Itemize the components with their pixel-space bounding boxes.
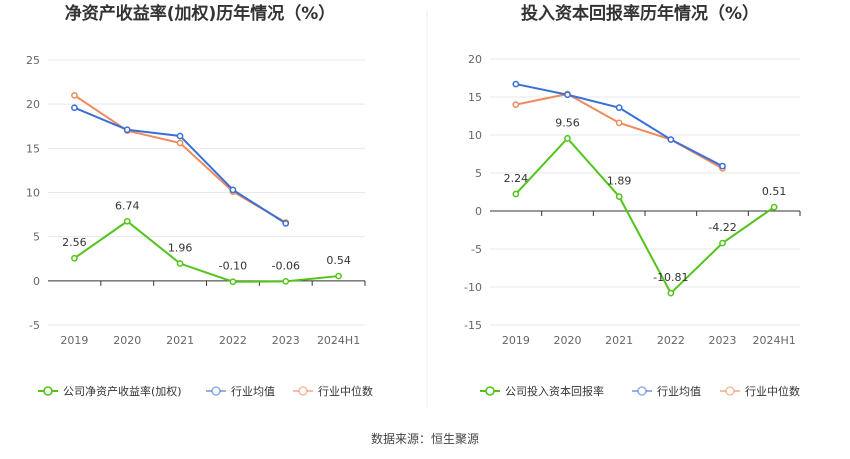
x-tick-label: 2022 (219, 334, 247, 347)
series-line-company (73, 220, 339, 283)
data-point-industry-avg (229, 186, 237, 194)
y-tick-label: 0 (475, 205, 482, 218)
legend-label: 行业均值 (231, 385, 275, 398)
data-label: 0.51 (762, 185, 787, 198)
legend-marker-icon (637, 386, 647, 396)
x-tick-label: 2019 (60, 334, 88, 347)
y-tick-label: 0 (33, 275, 40, 288)
legend-label: 行业中位数 (318, 384, 373, 398)
series-line-company (515, 136, 775, 295)
y-tick-label: -15 (464, 319, 482, 332)
data-label: 2.24 (504, 172, 529, 185)
chart-title: 净资产收益率(加权)历年情况（%） (65, 3, 336, 24)
data-label: -10.81 (653, 271, 688, 284)
legend-item-industry-avg[interactable]: 行业均值 (632, 385, 701, 398)
legend-marker-icon (43, 386, 53, 396)
legend-label: 行业中位数 (745, 384, 800, 398)
data-label: 0.54 (326, 254, 351, 267)
data-point-company (335, 272, 342, 280)
data-label: -4.22 (708, 221, 736, 234)
x-tick-label: 2019 (502, 334, 530, 347)
data-point-company (512, 190, 520, 198)
legend-marker-icon (298, 386, 308, 396)
x-tick-label: 2023 (272, 334, 300, 347)
data-label: -0.06 (272, 259, 300, 272)
data-label: 6.74 (115, 199, 140, 212)
x-tick-label: 2021 (605, 334, 633, 347)
data-point-industry-median (512, 101, 520, 108)
data-point-company (719, 239, 726, 247)
data-point-industry-avg (512, 80, 520, 88)
data-point-company (176, 260, 184, 267)
legend-marker-icon (211, 386, 221, 396)
roe-chart: 净资产收益率(加权)历年情况（%） -5 0 5 10 15 20 25 2019 2020 202… (26, 3, 373, 398)
y-tick-label: 5 (475, 167, 482, 180)
y-tick-label: 5 (33, 231, 40, 244)
data-point-company (71, 254, 78, 262)
y-tick-label: -5 (29, 319, 40, 332)
data-point-industry-median (615, 119, 623, 127)
data-point-industry-avg (176, 132, 184, 140)
y-tick-label: -5 (471, 243, 482, 256)
y-tick-label: 10 (468, 129, 482, 142)
x-tick-label: 2020 (554, 334, 582, 347)
x-tick-label: 2021 (166, 334, 194, 347)
data-point-industry-avg (71, 104, 78, 112)
y-tick-label: -10 (464, 281, 482, 294)
legend-item-industry-median[interactable]: 行业中位数 (720, 384, 800, 398)
data-point-industry-avg (719, 162, 726, 170)
legend-item-company[interactable]: 公司净资产收益率(加权) (38, 384, 182, 398)
y-tick-label: 20 (26, 98, 40, 111)
data-point-industry-avg (282, 220, 290, 227)
legend-item-industry-avg[interactable]: 行业均值 (206, 385, 275, 398)
data-point-industry-avg (123, 126, 131, 134)
legend-marker-icon (725, 386, 735, 396)
data-point-company (667, 289, 675, 297)
data-point-company (123, 217, 131, 225)
data-point-company (770, 203, 778, 211)
legend-item-industry-median[interactable]: 行业中位数 (293, 384, 373, 398)
data-point-company (615, 193, 623, 200)
y-tick-label: 15 (26, 142, 40, 155)
x-tick-label: 2022 (657, 334, 685, 347)
data-label: 2.56 (62, 236, 87, 249)
y-tick-label: 25 (26, 54, 40, 67)
x-tick-label: 2024H1 (317, 334, 360, 347)
legend-label: 公司投入资本回报率 (505, 384, 604, 398)
data-label: -0.10 (219, 260, 247, 273)
x-tick-label: 2024H1 (753, 334, 796, 347)
x-tick-label: 2020 (113, 334, 141, 347)
legend-label: 公司净资产收益率(加权) (63, 384, 182, 398)
series-line-industry-avg (74, 106, 287, 225)
roic-chart: 投入资本回报率历年情况（%） -15 -10 -5 0 5 10 15 20 2019 2020 20… (464, 3, 801, 398)
chart-title: 投入资本回报率历年情况（%） (521, 3, 759, 24)
legend-label: 行业均值 (657, 385, 701, 398)
data-point-industry-avg (667, 136, 675, 143)
x-tick-label: 2023 (709, 334, 737, 347)
data-point-industry-avg (615, 104, 623, 111)
data-label: 1.96 (168, 242, 193, 255)
data-point-company (564, 134, 571, 142)
legend-marker-icon (485, 386, 495, 396)
data-point-industry-median (176, 139, 184, 147)
data-label: 1.89 (607, 175, 632, 188)
data-point-company (282, 278, 290, 285)
y-tick-label: 20 (468, 53, 482, 66)
y-tick-label: 15 (468, 91, 482, 104)
data-point-industry-avg (564, 91, 571, 99)
data-label: 9.56 (555, 116, 580, 129)
data-source-label: 数据来源：恒生聚源 (371, 431, 479, 446)
data-point-company (229, 278, 237, 286)
data-point-industry-median (71, 91, 78, 99)
legend-item-company[interactable]: 公司投入资本回报率 (480, 384, 604, 398)
y-tick-label: 10 (26, 187, 40, 200)
